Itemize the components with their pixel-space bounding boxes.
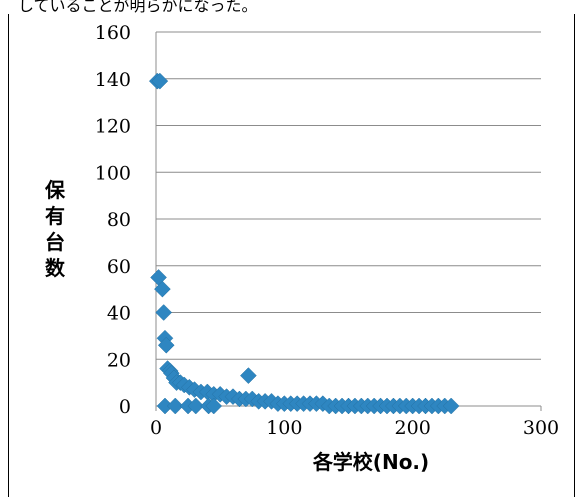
y-tick-label-20: 20: [107, 349, 131, 371]
y-axis-label-char: 保: [45, 178, 65, 202]
x-tick-label-100: 100: [266, 417, 302, 439]
y-axis-label-char: 台: [45, 230, 65, 254]
data-points: [148, 72, 460, 415]
y-tick-label-60: 60: [107, 256, 131, 278]
data-point: [240, 367, 257, 384]
x-tick-label-200: 200: [395, 417, 431, 439]
y-axis-label-char: 有: [45, 204, 65, 228]
y-tick-label-40: 40: [107, 303, 131, 325]
top-text: していることが明らかになった。: [18, 0, 258, 14]
x-tick-label-0: 0: [150, 417, 162, 439]
data-point: [154, 280, 171, 298]
top-text-strip: していることが明らかになった。: [0, 0, 583, 14]
x-axis-label: 各学校(No.): [312, 450, 429, 474]
tick-labels: 0 20 40 60 80 100 120 140 160 0 100 200 300: [95, 22, 559, 439]
y-tick-label-120: 120: [95, 116, 131, 138]
data-point: [166, 397, 184, 415]
y-tick-label-160: 160: [95, 22, 131, 44]
data-point: [157, 336, 175, 354]
y-tick-label-0: 0: [119, 396, 131, 418]
chart-frame: 0 20 40 60 80 100 120 140 160 0 100 200 300 各学校(No.)…: [8, 14, 575, 497]
data-point: [205, 397, 223, 415]
data-point: [442, 397, 460, 415]
x-tick-label-300: 300: [523, 417, 559, 439]
data-point: [151, 72, 169, 90]
y-tick-label-100: 100: [95, 162, 131, 184]
grid-lines: [156, 31, 541, 360]
data-point: [155, 304, 173, 321]
axes: [155, 32, 542, 411]
data-point: [187, 397, 205, 415]
scatter-chart: 0 20 40 60 80 100 120 140 160 0 100 200 300 各学校(No.): [95, 22, 559, 474]
y-axis-label-char: 数: [45, 256, 65, 280]
y-tick-label-140: 140: [95, 69, 131, 91]
y-tick-label-80: 80: [107, 209, 131, 231]
